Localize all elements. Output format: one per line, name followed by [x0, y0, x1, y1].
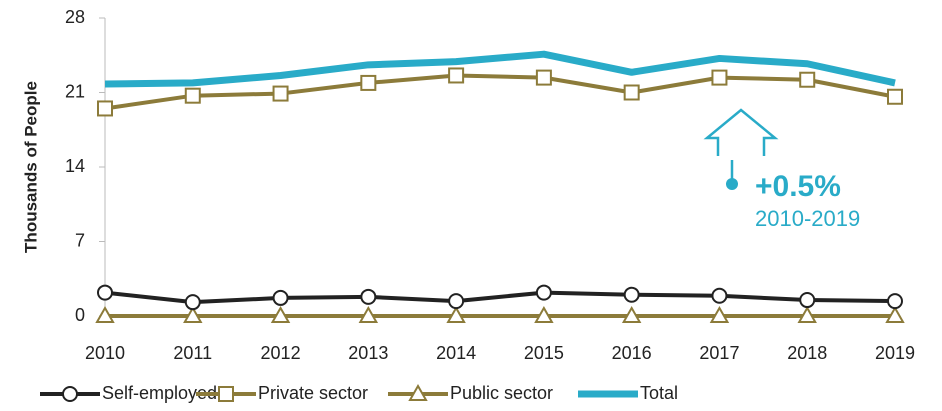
marker	[534, 305, 554, 323]
legend-label: Total	[640, 383, 678, 403]
series-line	[104, 50, 896, 88]
series	[95, 305, 905, 323]
series-line	[104, 73, 896, 111]
marker	[97, 100, 113, 117]
marker	[709, 305, 730, 323]
marker	[272, 85, 289, 102]
legend-item: Private sector	[196, 383, 368, 403]
marker	[887, 88, 903, 105]
marker	[360, 288, 377, 305]
marker	[360, 74, 377, 91]
legend-item: Total	[578, 383, 678, 403]
marker	[799, 292, 816, 309]
arrow-dot	[726, 178, 738, 190]
x-tick-label: 2012	[261, 343, 301, 363]
legend-item: Self-employed	[40, 383, 217, 403]
marker	[535, 284, 552, 301]
marker	[270, 305, 291, 323]
marker	[95, 305, 115, 323]
x-tick-label: 2019	[875, 343, 915, 363]
marker	[448, 293, 465, 310]
marker	[797, 305, 817, 323]
legend-label: Self-employed	[102, 383, 217, 403]
y-tick-label: 7	[75, 230, 85, 250]
marker	[711, 287, 728, 304]
marker	[183, 305, 203, 323]
marker	[887, 293, 903, 310]
marker	[711, 69, 728, 86]
legend-item: Public sector	[388, 383, 553, 403]
marker	[272, 289, 289, 306]
marker	[623, 84, 640, 101]
legend-marker	[408, 383, 428, 401]
marker	[358, 305, 379, 323]
y-tick-label: 0	[75, 305, 85, 325]
marker	[184, 294, 201, 311]
arrow-icon	[703, 108, 779, 156]
legend-label: Public sector	[450, 383, 553, 403]
x-tick-label: 2017	[699, 343, 739, 363]
marker	[184, 87, 201, 104]
series	[97, 67, 903, 117]
y-tick-label: 14	[65, 156, 85, 176]
marker	[885, 305, 905, 323]
y-axis-label: Thousands of People	[21, 81, 40, 253]
legend-marker	[62, 386, 78, 402]
marker	[621, 305, 642, 323]
x-tick-label: 2010	[85, 343, 125, 363]
x-tick-label: 2013	[348, 343, 388, 363]
marker	[97, 284, 113, 301]
x-tick-label: 2016	[612, 343, 652, 363]
x-tick-label: 2014	[436, 343, 476, 363]
marker	[535, 69, 552, 86]
legend-marker	[218, 386, 234, 402]
marker	[448, 67, 465, 84]
marker	[446, 305, 466, 323]
y-tick-label: 28	[65, 7, 85, 27]
marker	[623, 286, 640, 303]
y-tick-label: 21	[65, 81, 85, 101]
series	[104, 50, 896, 88]
annotation-period: 2010-2019	[755, 206, 860, 231]
annotation-value: +0.5%	[755, 170, 841, 203]
marker	[799, 71, 816, 88]
annotation: +0.5% 2010-2019	[703, 108, 860, 231]
x-tick-label: 2011	[173, 343, 212, 363]
x-tick-label: 2015	[524, 343, 564, 363]
legend-label: Private sector	[258, 383, 368, 403]
series-line	[104, 290, 896, 305]
series	[97, 284, 903, 311]
x-tick-label: 2018	[787, 343, 827, 363]
